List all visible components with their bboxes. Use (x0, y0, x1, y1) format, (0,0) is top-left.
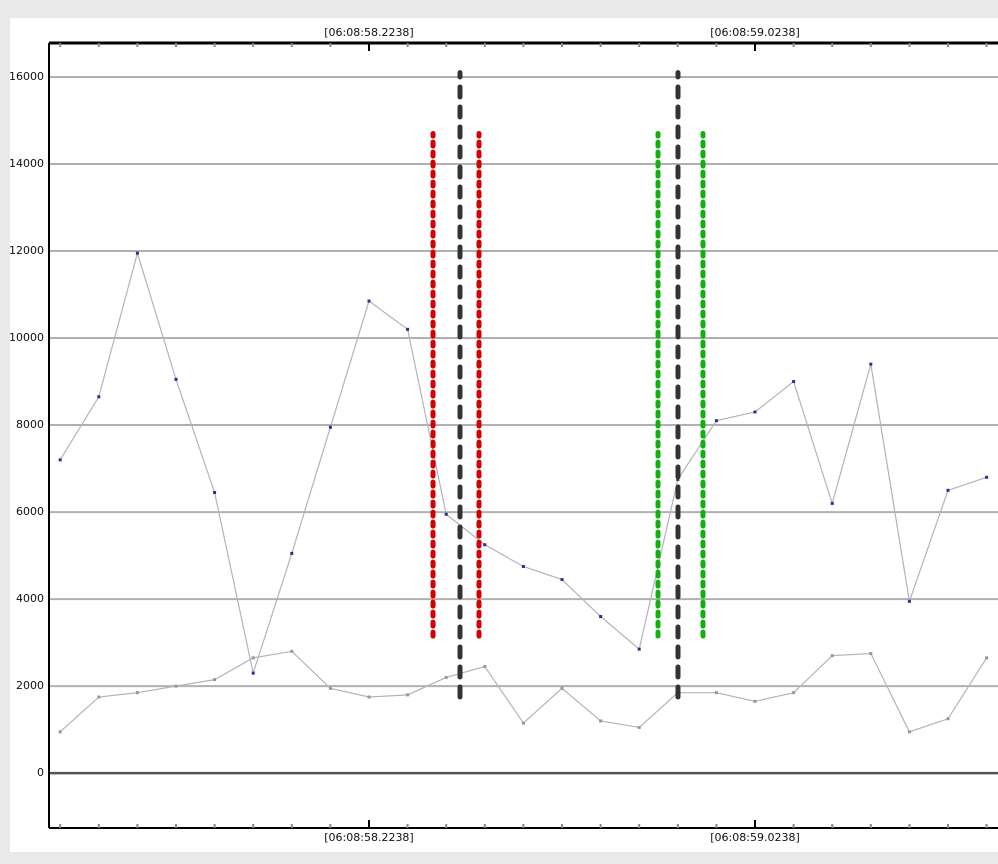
data-point (521, 721, 525, 725)
data-point (213, 491, 217, 495)
data-point (714, 419, 718, 423)
data-point (792, 380, 796, 384)
data-point (907, 730, 911, 734)
data-point (135, 251, 139, 255)
data-point (328, 425, 332, 429)
data-point (714, 691, 718, 695)
data-point (213, 678, 217, 682)
data-point (869, 362, 873, 366)
panel (10, 18, 998, 852)
y-tick-label: 10000 (9, 331, 44, 344)
data-point (792, 691, 796, 695)
data-point (753, 699, 757, 703)
data-point (290, 551, 294, 555)
grid (49, 75, 998, 775)
x-tick-label-top: [06:08:58.2238] (324, 26, 413, 39)
data-point (599, 719, 603, 723)
data-point (251, 671, 255, 675)
data-point (483, 543, 487, 547)
data-point (560, 686, 564, 690)
data-point (406, 327, 410, 331)
x-tick-label-bottom: [06:08:59.0238] (710, 831, 799, 844)
y-tick-label: 2000 (16, 679, 44, 692)
data-point (907, 599, 911, 603)
y-tick-label: 8000 (16, 418, 44, 431)
data-point (367, 299, 371, 303)
axes: 0 2000 4000 6000 8000 10000 12000 14000 16000 [06… (9, 26, 998, 844)
data-point (328, 686, 332, 690)
y-tick-label: 14000 (9, 157, 44, 170)
plot-area (58, 70, 989, 734)
y-tick-label: 16000 (9, 70, 44, 83)
data-point (444, 675, 448, 679)
data-point (290, 649, 294, 653)
x-tick-label-top: [06:08:59.0238] (710, 26, 799, 39)
data-point (985, 656, 989, 660)
y-tick-label: 0 (37, 766, 44, 779)
data-point (599, 615, 603, 619)
y-tick-label: 6000 (16, 505, 44, 518)
data-point (830, 654, 834, 658)
data-point (521, 564, 525, 568)
data-point (869, 652, 873, 656)
y-tick-label: 4000 (16, 592, 44, 605)
data-point (174, 684, 178, 688)
data-point (946, 488, 950, 492)
data-point (946, 717, 950, 721)
data-point (444, 512, 448, 516)
data-point (637, 725, 641, 729)
data-point (406, 693, 410, 697)
data-point (97, 695, 101, 699)
y-tick-label: 12000 (9, 244, 44, 257)
data-point (753, 410, 757, 414)
data-point (251, 656, 255, 660)
data-point (560, 578, 564, 582)
data-point (985, 475, 989, 479)
data-point (135, 691, 139, 695)
data-point (830, 501, 834, 505)
data-point (637, 647, 641, 651)
data-point (58, 458, 62, 462)
data-point (97, 395, 101, 399)
data-point (174, 377, 178, 381)
data-point (58, 730, 62, 734)
data-point (483, 665, 487, 669)
data-point (367, 695, 371, 699)
x-tick-label-bottom: [06:08:58.2238] (324, 831, 413, 844)
